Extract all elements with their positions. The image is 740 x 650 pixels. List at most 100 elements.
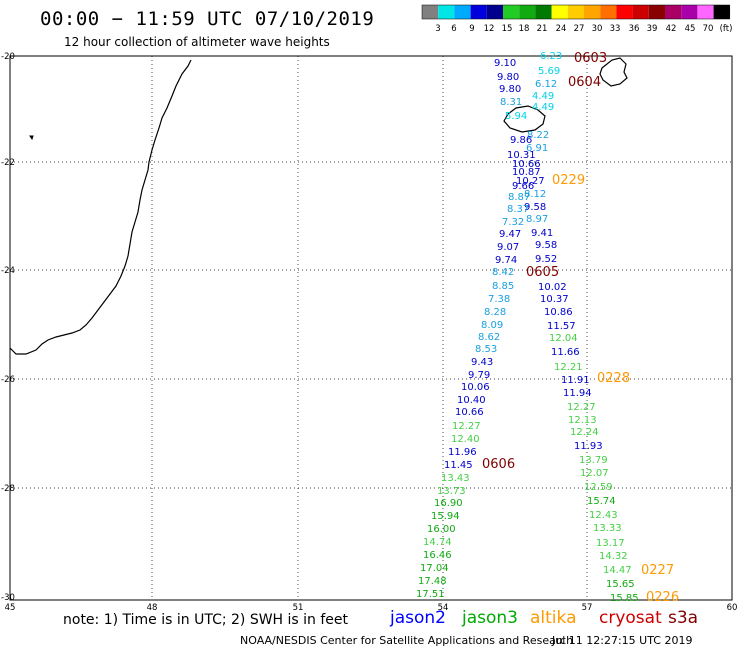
wave-height-value: 10.27 [516,176,545,187]
wave-height-value: 9.80 [499,84,521,95]
legend-tick-label: 42 [666,24,677,34]
wave-height-value: 8.12 [524,189,546,200]
wave-height-value: 10.87 [512,167,541,178]
wave-height-value: 10.02 [538,282,567,293]
map-title: 00:00 − 11:59 UTC 07/10/2019 [40,8,375,30]
legend-swatch [519,5,536,19]
wave-height-value: 11.91 [561,375,590,386]
wave-height-value: 9.07 [497,242,519,253]
wave-height-value: 9.74 [495,255,517,266]
legend-tick-label: 12 [484,24,495,34]
wave-height-value: 9.58 [524,202,546,213]
legend-tick-label: 6 [451,24,456,34]
satellite-label-jason2: jason2 [390,608,446,628]
wave-height-value: 7.32 [502,217,524,228]
legend-swatch [470,5,487,19]
wave-height-value: 11.57 [547,321,576,332]
legend-swatch [665,5,682,19]
wave-height-value: 14.47 [603,565,632,576]
wave-height-value: 13.43 [441,473,470,484]
legend-swatch [697,5,714,19]
wave-height-value: 13.17 [596,538,625,549]
satellite-label-s3a: s3a [668,608,699,628]
wave-height-value: 10.31 [507,150,536,161]
wave-height-value: 11.93 [574,441,603,452]
wave-height-value: 16.46 [423,550,452,561]
wave-height-value: 8.22 [527,130,549,141]
wave-height-value: 13.33 [593,523,622,534]
legend-swatch [584,5,601,19]
wave-height-value: 9.86 [510,135,532,146]
islet-outline [29,135,34,141]
wave-height-value: 6.12 [535,79,557,90]
wave-height-value: 12.59 [584,482,613,493]
wave-height-value: 9.52 [535,254,557,265]
legend-swatch [616,5,633,19]
wave-height-value: 8.28 [484,307,506,318]
legend-swatch [648,5,665,19]
wave-height-value: 8.31 [500,97,522,108]
legend-tick-label: 36 [629,24,640,34]
wave-height-value: 5.69 [538,66,560,77]
legend-swatch [503,5,520,19]
wave-height-value: 8.85 [492,281,514,292]
reunion-outline [503,105,546,133]
wave-height-value: 8.09 [481,320,503,331]
wave-height-value: 6.23 [540,51,562,62]
wave-height-value: 16.00 [427,524,456,535]
pass-time-label: 0604 [568,75,601,90]
legend-swatch [551,5,568,19]
wave-height-value: 9.66 [512,181,534,192]
wave-height-value: 8.62 [478,332,500,343]
legend-tick-label: 70 [703,24,714,34]
wave-height-value: 9.10 [494,58,516,69]
wave-height-value: 8.87 [508,192,530,203]
wave-height-value: 12.07 [580,468,609,479]
pass-time-label: 0228 [597,371,630,386]
satellite-label-altika: altika [530,608,577,628]
wave-height-value: 14.32 [599,551,628,562]
legend-tick-label: (ft) [720,24,733,34]
legend-swatch [535,5,552,19]
longitude-label: 57 [582,603,593,610]
latitude-label: -26 [1,375,15,385]
wave-height-value: 14.74 [423,537,452,548]
wave-height-value: 9.43 [471,357,493,368]
wave-height-value: 12.04 [549,333,578,344]
wave-height-value: 17.51 [416,589,445,600]
wave-height-value: 11.94 [563,388,592,399]
longitude-label: 48 [147,603,158,610]
wave-height-value: 11.66 [551,347,580,358]
satellite-label-cryosat: cryosat [599,608,662,628]
legend-tick-label: 30 [592,24,603,34]
wave-height-value: 13.73 [437,486,466,497]
pass-time-label: 0229 [552,173,585,188]
legend-tick-label: 33 [610,24,621,34]
wave-height-value: 12.40 [451,434,480,445]
legend-swatch [713,5,730,19]
legend-swatch [567,5,584,19]
longitude-label: 51 [293,603,304,610]
wave-height-value: 8.37 [507,204,529,215]
pass-time-label: 0603 [574,51,607,66]
wave-height-value: 11.45 [444,460,473,471]
generated-timestamp: Jul 11 12:27:15 UTC 2019 [552,634,693,647]
wave-height-value: 4.49 [532,91,554,102]
graticule [10,56,732,600]
wave-height-value: 15.85 [610,593,639,604]
longitude-label: 54 [438,603,449,610]
wave-height-value: 10.06 [461,382,490,393]
latitude-label: -24 [1,266,15,276]
wave-height-value: 9.47 [499,229,521,240]
latitude-label: -28 [1,484,15,494]
legend-tick-label: 15 [502,24,513,34]
legend-swatch [600,5,617,19]
madagascar-coastline [9,59,192,355]
legend-tick-label: 24 [556,24,567,34]
wave-height-value: 12.21 [554,362,583,373]
map-subtitle: 12 hour collection of altimeter wave hei… [64,35,330,49]
wave-height-value: 16.90 [434,498,463,509]
wave-height-value: 10.66 [512,159,541,170]
wave-height-value: 9.79 [468,370,490,381]
